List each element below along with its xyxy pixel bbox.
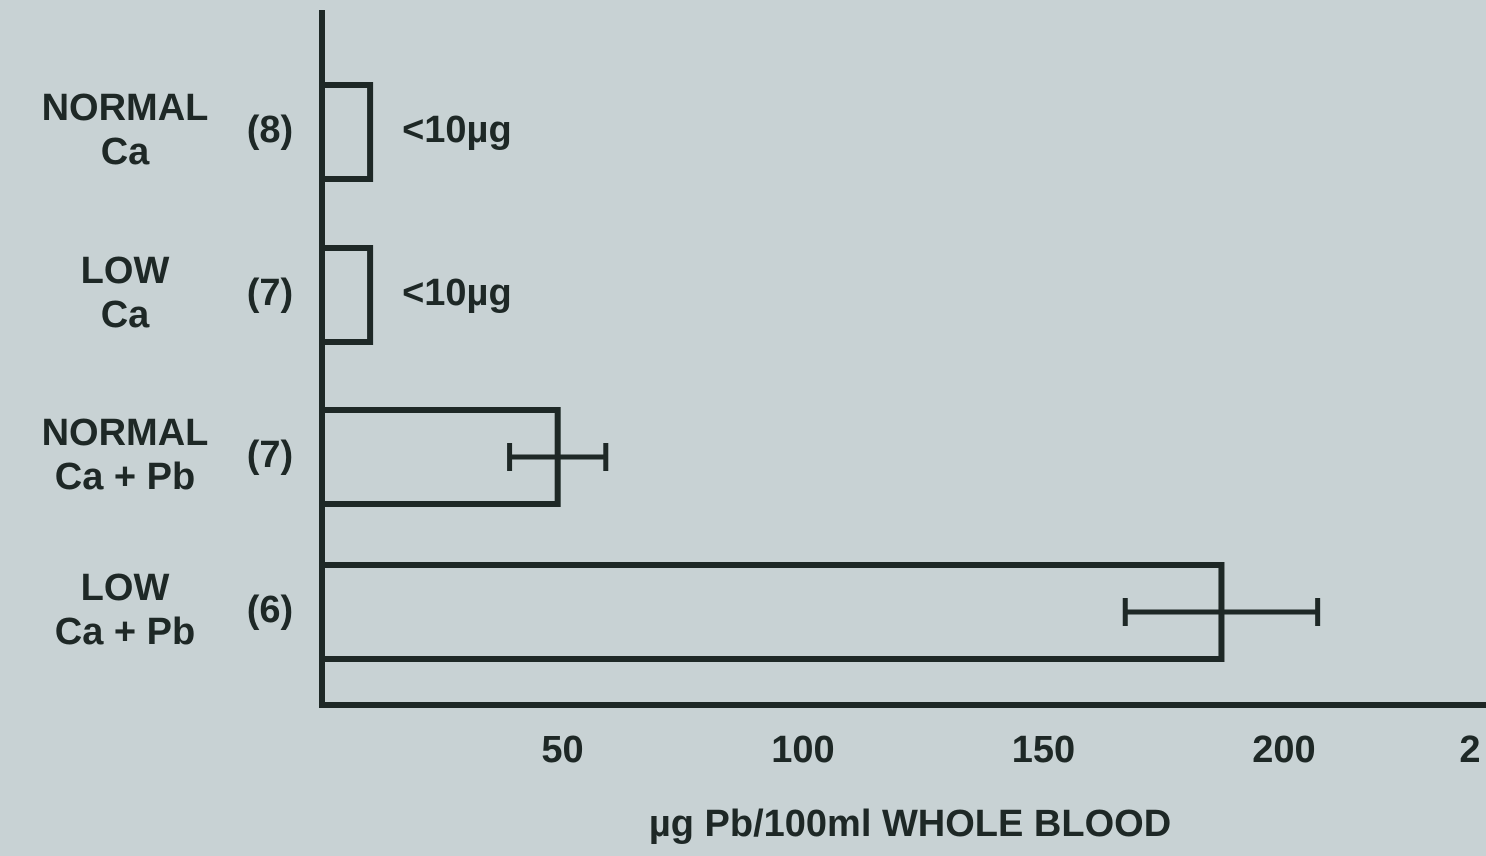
value-label: <10µg (402, 109, 512, 151)
error-bar (1122, 598, 1321, 626)
category-label: LOW (81, 567, 170, 609)
group-size-label: (8) (247, 109, 293, 151)
group-size-label: (7) (247, 272, 293, 314)
error-bar (507, 443, 609, 471)
category-label: Ca + Pb (55, 611, 195, 653)
category-label: Ca (101, 294, 150, 336)
x-axis-label: µg Pb/100ml WHOLE BLOOD (649, 803, 1171, 845)
category-label: LOW (81, 250, 170, 292)
category-label: Ca (101, 131, 150, 173)
x-tick-label: 50 (541, 729, 583, 771)
group-size-label: (7) (247, 434, 293, 476)
x-tick-label: 150 (1012, 729, 1075, 771)
x-tick-label: 2 (1459, 729, 1480, 771)
value-label: <10µg (402, 272, 512, 314)
category-label: NORMAL (42, 412, 209, 454)
category-label: NORMAL (42, 87, 209, 129)
x-tick-label: 200 (1252, 729, 1315, 771)
group-size-label: (6) (247, 589, 293, 631)
bar (319, 245, 374, 345)
bar (319, 82, 374, 182)
x-tick-label: 100 (771, 729, 834, 771)
category-label: Ca + Pb (55, 456, 195, 498)
